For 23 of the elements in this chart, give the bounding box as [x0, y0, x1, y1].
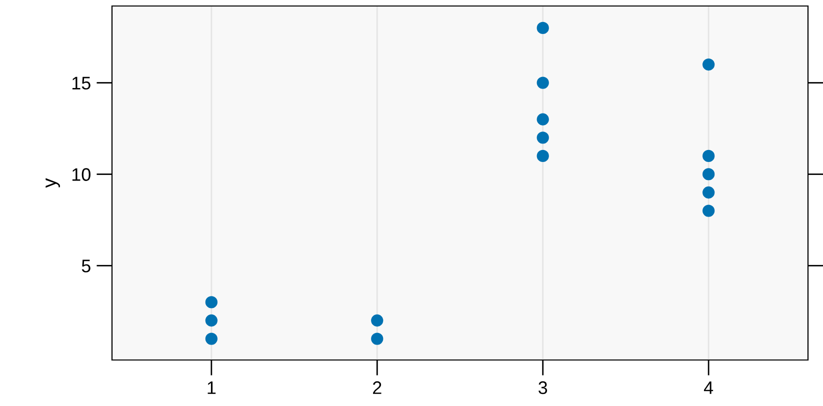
- point: [536, 76, 549, 89]
- x-tick-label: 2: [373, 381, 382, 394]
- y-tick-label: 10: [72, 168, 90, 181]
- point: [702, 186, 715, 199]
- x-tick-label: 3: [538, 381, 548, 394]
- point: [702, 58, 715, 71]
- point: [702, 168, 715, 180]
- y-tick-label: 15: [72, 76, 90, 90]
- point: [702, 204, 715, 217]
- y-axis-title: y: [46, 178, 60, 188]
- point: [205, 296, 218, 308]
- point: [536, 150, 549, 162]
- point: [536, 132, 549, 144]
- y-tick-label: 5: [82, 260, 90, 272]
- point: [205, 314, 218, 327]
- point: [536, 22, 549, 34]
- point: [536, 113, 549, 126]
- x-tick-label: 4: [704, 381, 714, 394]
- point: [205, 332, 218, 345]
- point: [371, 314, 384, 327]
- point: [702, 150, 715, 162]
- x-tick-label: 1: [208, 381, 216, 394]
- point: [371, 332, 384, 345]
